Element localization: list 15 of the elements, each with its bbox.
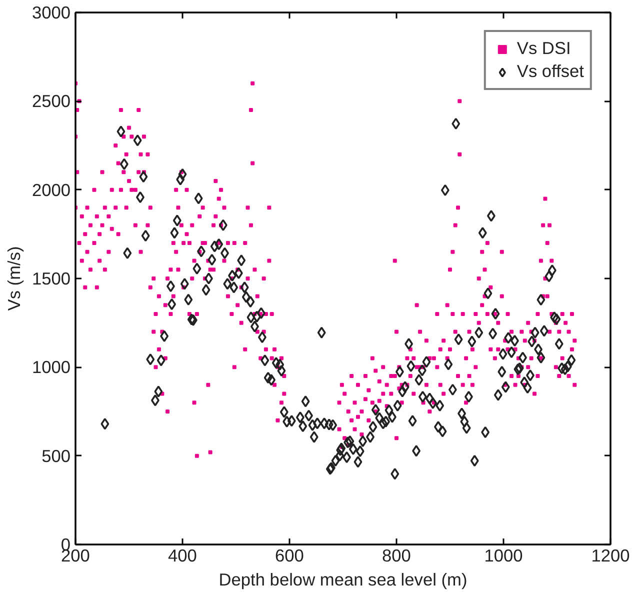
x-tick-label: 800 — [382, 546, 411, 566]
x-tick-label: 600 — [275, 546, 304, 566]
x-tick-label: 400 — [168, 546, 197, 566]
y-tick-label: 1000 — [32, 357, 71, 378]
x-tick-label: 1000 — [484, 546, 523, 566]
x-tick-label: 1200 — [591, 546, 630, 566]
legend-label: Vs offset — [516, 61, 584, 82]
y-tick-label: 2500 — [32, 91, 71, 112]
y-tick-label: 3000 — [32, 2, 71, 22]
x-axis-title: Depth below mean sea level (m) — [218, 570, 468, 590]
y-tick-label: 2000 — [32, 180, 71, 200]
y-tick-label: 1500 — [32, 268, 71, 288]
legend-label: Vs DSI — [516, 38, 571, 59]
y-tick-label: 500 — [42, 446, 71, 466]
y-axis-title: Vs (m/s) — [4, 246, 24, 311]
